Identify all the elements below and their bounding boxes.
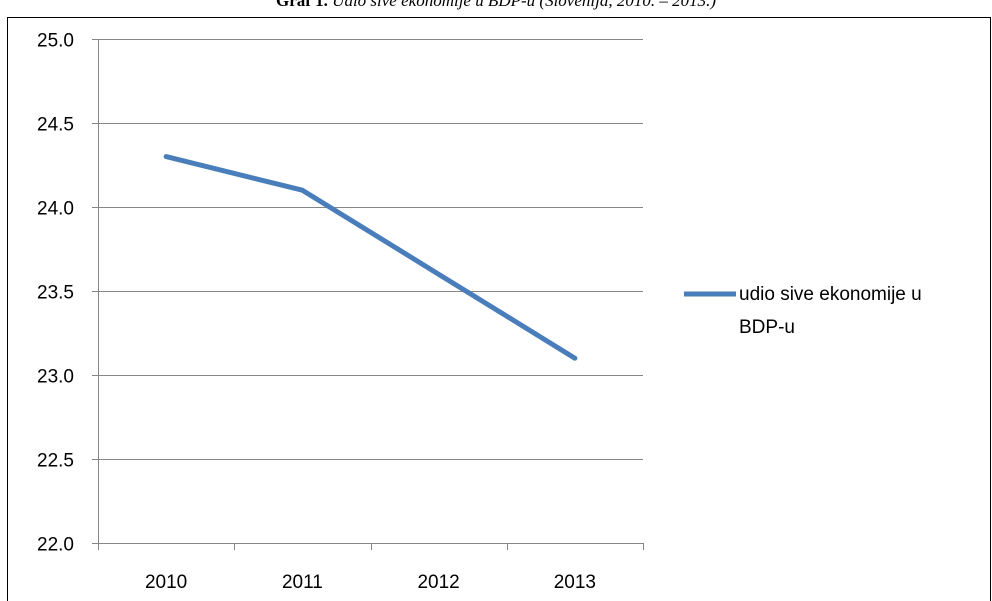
x-tick-label: 2011 (282, 572, 323, 593)
legend: udio sive ekonomije u BDP-u (684, 284, 922, 338)
y-tick-label: 22.5 (37, 451, 74, 472)
y-tick-label: 24.0 (37, 199, 74, 220)
x-tick-label: 2012 (417, 572, 459, 593)
series-line (163, 154, 578, 361)
chart-title-lead: Graf 1. (275, 0, 328, 10)
y-tick-label: 23.0 (37, 367, 74, 388)
y-tick-labels: 22.0 22.5 23.0 23.5 24.0 24.5 25.0 (37, 31, 74, 556)
chart-title-rest: Udio sive ekonomije u BDP-u (Slovenija, … (327, 0, 716, 10)
gridlines (92, 39, 643, 460)
legend-label: BDP-u (739, 317, 795, 338)
legend-label: udio sive ekonomije u (739, 284, 922, 305)
x-tick-label: 2013 (554, 572, 596, 593)
y-tick-label: 22.0 (37, 535, 74, 556)
x-tick-labels: 2010 2011 2012 2013 (145, 572, 596, 593)
series-lines (163, 154, 578, 361)
chart-title: Graf 1. Udio sive ekonomije u BDP-u (Slo… (0, 0, 992, 11)
y-tick-label: 24.5 (37, 115, 74, 136)
y-tick-label: 23.5 (37, 283, 74, 304)
axes (92, 39, 644, 550)
x-tick-label: 2010 (145, 572, 187, 593)
y-tick-label: 25.0 (37, 31, 74, 52)
